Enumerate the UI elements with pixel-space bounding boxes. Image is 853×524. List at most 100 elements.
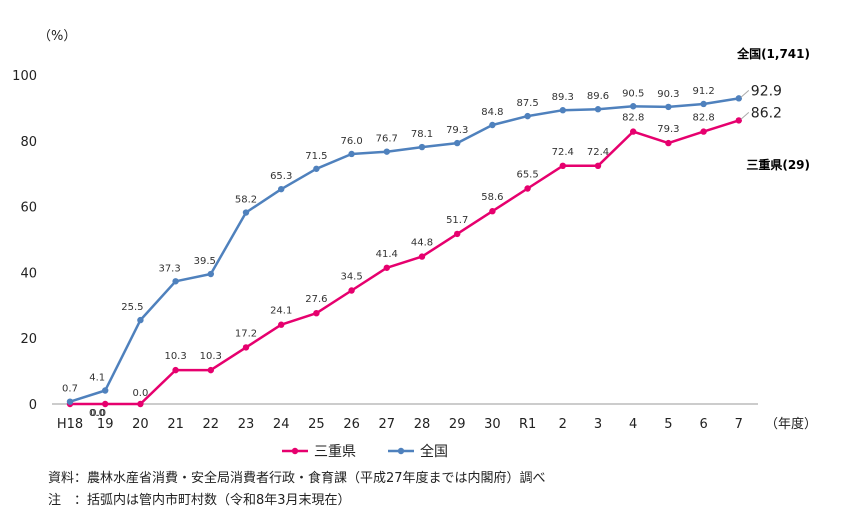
data-point <box>102 400 109 408</box>
x-axis: H18 19 20 21 22 23 24 25 26 27 28 29 30 R1 2 3 4 5 6 7 （年度） <box>52 403 817 432</box>
data-point <box>313 165 320 172</box>
data-point <box>242 209 250 216</box>
x-tick-label: 25 <box>308 417 325 432</box>
data-point <box>665 139 672 147</box>
x-tick-label: 7 <box>735 417 743 432</box>
data-label: 10.3 <box>164 351 186 362</box>
data-point <box>735 117 742 124</box>
x-tick-label: R1 <box>519 417 536 432</box>
data-point <box>630 103 637 110</box>
legend-entry: 三重県 <box>314 444 356 460</box>
data-label: 89.3 <box>552 92 574 103</box>
y-tick-label: 80 <box>20 135 37 150</box>
data-point <box>278 185 285 193</box>
x-tick-label: 5 <box>664 417 672 432</box>
data-label: 65.3 <box>270 171 292 182</box>
footnote: 注 ：括弧内は管内市町村数（令和8年3月末現在） <box>48 493 351 508</box>
data-point <box>313 309 320 317</box>
data-label: 89.6 <box>587 91 609 102</box>
data-label: 58.6 <box>481 192 503 203</box>
series-layer <box>66 95 742 408</box>
series-name-national: 全国(1,741) <box>736 46 810 61</box>
x-tick-label: 20 <box>132 417 149 432</box>
data-point <box>700 128 707 135</box>
series-name-mie: 三重県(29) <box>746 157 810 172</box>
data-label: 0.0 <box>89 408 105 419</box>
series-line-national <box>69 97 739 403</box>
data-label: 84.8 <box>481 107 503 118</box>
data-label: 4.1 <box>89 373 105 384</box>
data-label: 24.1 <box>270 306 292 317</box>
data-point <box>207 270 214 278</box>
y-tick-label: 100 <box>12 69 37 84</box>
x-tick-label: 28 <box>414 417 431 432</box>
legend-swatch-marker <box>291 447 299 455</box>
data-point <box>454 139 461 147</box>
data-label-layer: 0.00.00.010.3 10.317.224.127.634.541.444.… <box>62 46 810 419</box>
data-point <box>594 106 602 113</box>
y-axis: （%） 0 20 40 60 80 100 <box>12 29 76 413</box>
data-point <box>383 148 390 155</box>
data-point <box>242 344 250 351</box>
data-label: 41.4 <box>376 249 398 260</box>
data-point <box>594 162 602 170</box>
x-tick-label: 24 <box>273 417 290 432</box>
data-point <box>172 278 179 285</box>
data-label: 78.1 <box>411 129 433 140</box>
data-point <box>700 100 707 108</box>
data-point <box>418 143 426 151</box>
x-tick-label: 22 <box>203 417 220 432</box>
x-tick-label: H18 <box>57 417 83 432</box>
legend: 三重県 全国 <box>282 443 448 460</box>
data-label: 90.5 <box>622 88 644 99</box>
data-label: 79.3 <box>446 125 468 136</box>
x-tick-label: 21 <box>167 417 184 432</box>
data-label: 27.6 <box>305 294 327 305</box>
data-point <box>207 366 214 374</box>
data-point <box>172 366 179 374</box>
x-tick-label: 27 <box>379 417 396 432</box>
x-axis-unit: （年度） <box>765 416 817 432</box>
y-tick-label: 40 <box>20 266 37 281</box>
data-point <box>489 121 496 129</box>
data-point <box>137 400 144 408</box>
data-label: 0.7 <box>62 384 78 395</box>
data-label: 90.3 <box>657 89 679 100</box>
data-label: 76.7 <box>376 134 398 145</box>
y-tick-label: 60 <box>20 201 37 216</box>
data-point <box>524 112 531 120</box>
data-label: 82.8 <box>692 113 714 124</box>
x-tick-label: 19 <box>97 417 114 432</box>
data-point <box>348 287 355 294</box>
end-leader-line <box>740 89 750 98</box>
data-label: 91.2 <box>692 86 714 97</box>
data-label: 0.0 <box>132 388 148 399</box>
data-point <box>348 150 355 158</box>
data-point <box>524 185 531 192</box>
data-label: 72.4 <box>587 147 609 158</box>
x-tick-label: 29 <box>449 417 466 432</box>
y-tick-label: 20 <box>20 332 37 347</box>
x-tick-label: 4 <box>629 417 637 432</box>
legend-swatch-marker <box>397 447 405 455</box>
x-tick-label: 2 <box>559 417 567 432</box>
data-point <box>137 316 144 324</box>
y-axis-unit: （%） <box>38 29 76 44</box>
data-point <box>454 230 461 238</box>
data-label: 17.2 <box>235 328 257 339</box>
data-label: 51.7 <box>446 215 468 226</box>
data-point <box>489 208 496 215</box>
data-label: 79.3 <box>657 124 679 135</box>
data-point <box>559 162 566 170</box>
data-label: 87.5 <box>516 98 538 109</box>
x-tick-label: 30 <box>484 417 501 432</box>
y-tick-label: 0 <box>29 398 37 413</box>
data-label: 76.0 <box>340 136 362 147</box>
data-label: 72.4 <box>552 147 574 158</box>
x-tick-label: 23 <box>238 417 255 432</box>
end-value-label: 92.9 <box>751 83 782 99</box>
source-note: 資料：農林水産省消費・安全局消費者行政・食育課（平成27年度までは内閣府）調べ <box>48 471 546 486</box>
data-point <box>278 321 285 328</box>
x-tick-label: 6 <box>699 417 707 432</box>
